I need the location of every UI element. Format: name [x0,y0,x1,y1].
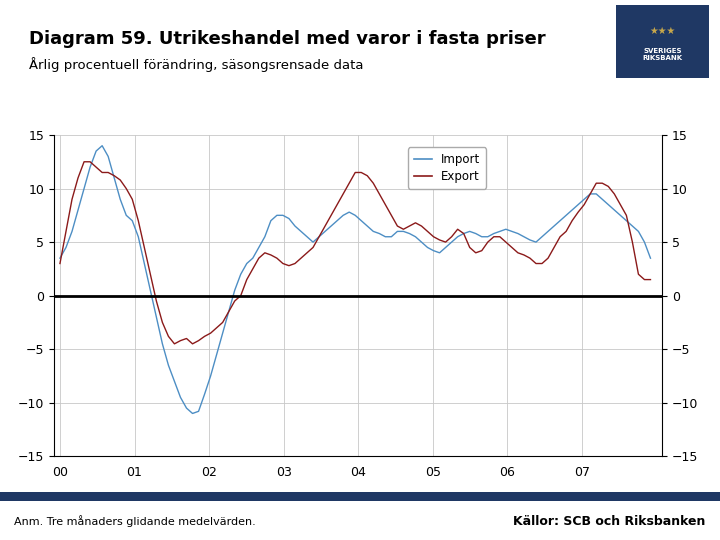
Text: Diagram 59. Utrikeshandel med varor i fasta priser: Diagram 59. Utrikeshandel med varor i fa… [29,30,546,48]
Import [98,143,107,149]
Export [207,330,215,336]
Text: Källor: SCB och Riksbanken: Källor: SCB och Riksbanken [513,515,706,528]
Legend: Import, Export: Import, Export [408,147,486,188]
Line: Export: Export [60,162,650,344]
Export [170,341,179,347]
Export [381,201,390,208]
Import [363,223,372,230]
Import [381,233,390,240]
Import [531,239,540,245]
Export [248,266,257,272]
Import [646,255,654,261]
Import [225,308,233,315]
Export [646,276,654,283]
Export [80,159,89,165]
Text: Anm. Tre månaders glidande medelvärden.: Anm. Tre månaders glidande medelvärden. [14,515,256,527]
Text: Årlig procentuell förändring, säsongsrensade data: Årlig procentuell förändring, säsongsren… [29,57,364,72]
Export [55,260,64,267]
Import [207,373,215,379]
Line: Import: Import [60,146,650,414]
Import [248,255,257,261]
Text: SVERIGES
RIKSBANK: SVERIGES RIKSBANK [642,49,683,62]
Import [188,410,197,417]
Export [225,308,233,315]
Export [531,260,540,267]
Text: ★★★: ★★★ [649,26,675,36]
Export [363,172,372,179]
Import [55,255,64,261]
